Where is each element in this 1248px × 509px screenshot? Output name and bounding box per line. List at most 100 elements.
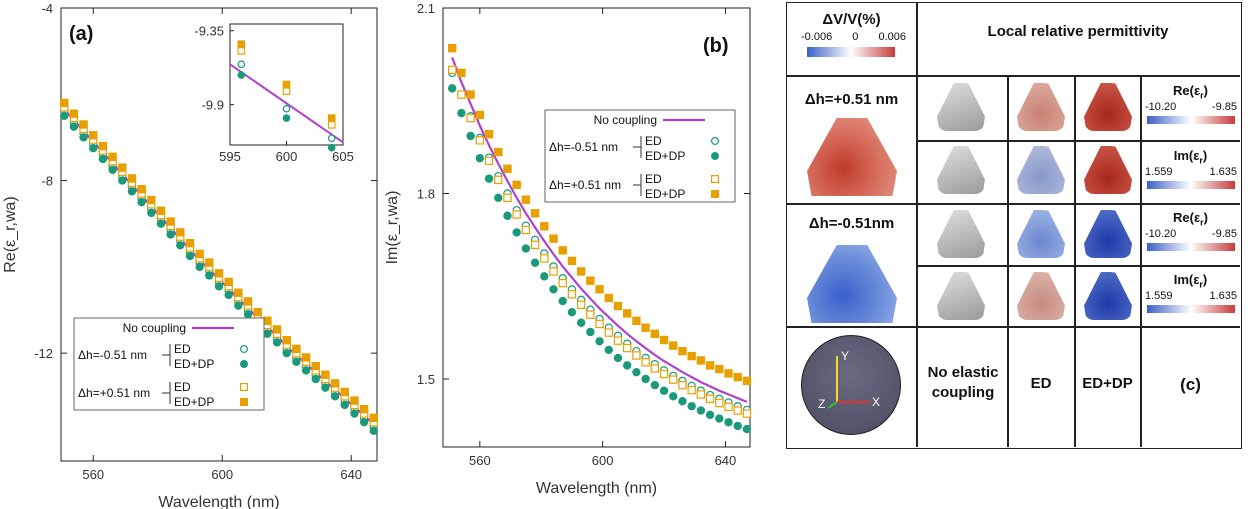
data-point [224, 290, 233, 300]
data-point [147, 208, 156, 218]
data-point [350, 409, 359, 418]
data-point [176, 228, 185, 237]
x-tick-label: 600 [211, 467, 233, 482]
data-point [79, 133, 88, 142]
data-point [272, 338, 282, 347]
im-colorbar-2 [1147, 305, 1235, 313]
data-point [448, 43, 457, 53]
im-label-2: Im(εr) [1141, 272, 1240, 290]
data-point [678, 380, 687, 390]
grid-line [787, 203, 1240, 205]
data-point [137, 197, 146, 207]
shape-r4-eddp [1084, 272, 1132, 320]
data-point [89, 144, 98, 153]
shape-r3-ed [1017, 210, 1065, 258]
data-point [705, 394, 715, 403]
data-point [185, 238, 195, 248]
legend-title: No coupling [594, 113, 657, 127]
shape-row2 [807, 245, 897, 323]
data-point [301, 366, 311, 375]
im-label-1: Im(εr) [1141, 148, 1240, 166]
data-point [108, 152, 117, 162]
data-point [272, 325, 282, 334]
data-point [650, 380, 660, 390]
data-point [503, 193, 512, 203]
data-point [118, 163, 127, 172]
axis-x-label: X [872, 395, 880, 409]
data-point [669, 375, 678, 384]
data-point [503, 211, 512, 220]
data-point [540, 254, 549, 263]
x-tick-label: 600 [592, 453, 614, 468]
im-label-close: ) [1202, 148, 1208, 163]
data-point [234, 301, 243, 310]
data-point [678, 397, 687, 406]
data-point [321, 370, 330, 379]
data-point [567, 290, 577, 299]
data-point [512, 210, 521, 219]
legend-marker [711, 175, 720, 184]
data-point [224, 277, 233, 287]
legend-marker [711, 137, 720, 146]
data-point [715, 364, 724, 374]
panel-label: (b) [703, 35, 729, 57]
data-point [549, 285, 558, 294]
shape-r2-eddp [1084, 146, 1132, 194]
data-point [195, 262, 204, 272]
data-point [521, 244, 531, 253]
re-label-2: Re(εr) [1141, 210, 1240, 228]
inset-line [229, 63, 344, 144]
data-point [641, 358, 650, 367]
grid-line [916, 3, 918, 447]
data-point [475, 110, 485, 120]
shape-r1-eddp [1084, 83, 1132, 131]
data-point [292, 344, 301, 354]
data-point [567, 256, 577, 266]
data-point [595, 319, 604, 329]
data-point [147, 195, 156, 205]
data-point [60, 98, 69, 108]
im-range-2: 1.559 1.635 [1145, 290, 1237, 302]
data-point [205, 271, 214, 280]
x-tick-label: 640 [340, 467, 362, 482]
data-point [127, 187, 137, 196]
re-range-1: -10.20 -9.85 [1145, 101, 1237, 113]
shape-r4-nocoupling [937, 272, 985, 320]
data-point [282, 336, 291, 345]
re-label-close: ) [1203, 83, 1208, 98]
data-point [466, 131, 475, 141]
data-point [118, 176, 127, 185]
legend-item: ED+DP [174, 357, 214, 371]
header-title: Local relative permittivity [987, 23, 1169, 40]
data-point [696, 390, 706, 399]
data-point [350, 396, 359, 405]
data-point [641, 323, 650, 332]
y-tick-label: 2.1 [417, 1, 435, 16]
data-point [311, 374, 320, 384]
im-min: 1.559 [1145, 290, 1173, 302]
re-label-text: Re(ε [1173, 210, 1201, 225]
im-label-sub: r [1199, 155, 1203, 166]
im-colorbar-1 [1147, 181, 1235, 189]
data-point [321, 383, 330, 392]
data-point [369, 426, 378, 435]
re-max: -9.85 [1211, 101, 1237, 113]
data-point [521, 225, 531, 235]
data-point [641, 374, 650, 384]
data-point [484, 129, 494, 139]
data-point [521, 195, 531, 204]
data-point [696, 356, 706, 365]
data-point [678, 346, 687, 356]
data-point [558, 278, 567, 288]
re-min: -10.20 [1145, 101, 1177, 113]
data-point [214, 269, 224, 278]
inset-x-tick-label: 595 [219, 149, 241, 164]
data-point [195, 249, 204, 259]
data-point [659, 335, 669, 345]
inset-y-tick-label: -9.35 [194, 24, 224, 39]
data-point [586, 327, 595, 337]
shape-r3-nocoupling [937, 210, 985, 258]
grid-line [787, 75, 1240, 77]
data-point [166, 217, 175, 226]
data-point [530, 258, 540, 267]
